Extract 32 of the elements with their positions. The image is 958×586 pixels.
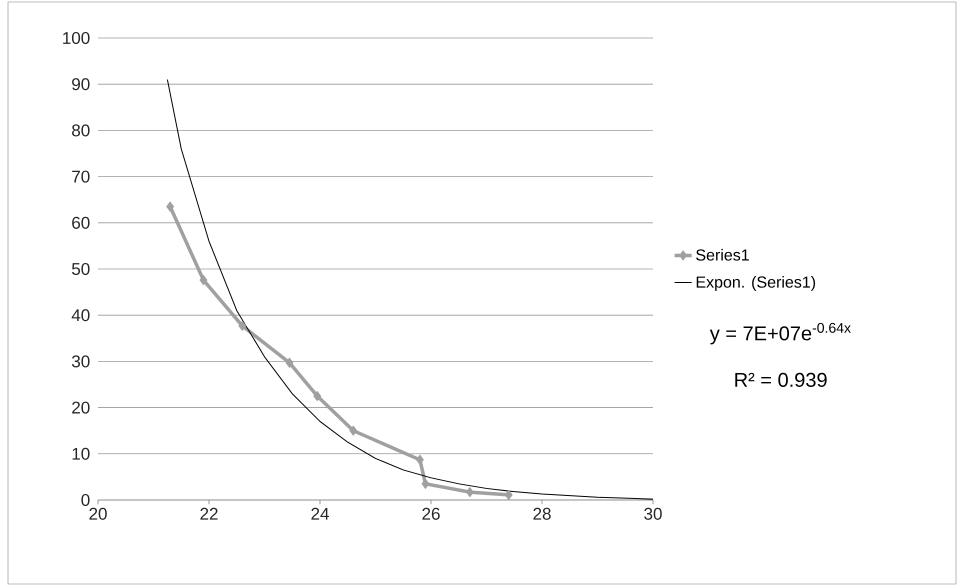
x-tick-label: 22 [200, 508, 218, 520]
y-tick-label: 100 [63, 32, 90, 44]
y-tick-label: 20 [72, 402, 90, 414]
text: R² = 0.939 [735, 372, 827, 387]
point [285, 358, 294, 368]
x-tick-label: 24 [311, 508, 329, 520]
point [504, 490, 513, 500]
legend-label: Series1 [696, 248, 749, 261]
y-tick-label: 50 [72, 262, 90, 276]
point [416, 454, 424, 466]
point [466, 486, 474, 498]
point [166, 201, 174, 212]
x-tick-label: 26 [422, 508, 440, 520]
point [238, 320, 246, 332]
y-tick-label: 60 [72, 216, 90, 229]
x-tick-label: 20 [89, 508, 107, 520]
legend-label: Expon. (Series1) [696, 276, 816, 291]
line-series [166, 79, 654, 500]
y-tick-label: 90 [72, 78, 90, 90]
point [349, 425, 358, 436]
y-tick-label: 40 [72, 309, 90, 322]
point [199, 274, 208, 286]
x-tick-label: 30 [644, 508, 662, 520]
x-tick-label: 28 [533, 508, 551, 520]
y-tick-label: 0 [81, 494, 90, 506]
point [421, 478, 430, 490]
point [313, 390, 322, 402]
y-tick-label: 70 [72, 170, 90, 183]
text: y = 7E+07e$^{-0.64x}$ [710, 322, 851, 344]
y-tick-label: 10 [72, 448, 90, 460]
y-tick-label: 80 [72, 124, 90, 136]
y-tick-label: 30 [72, 355, 90, 368]
